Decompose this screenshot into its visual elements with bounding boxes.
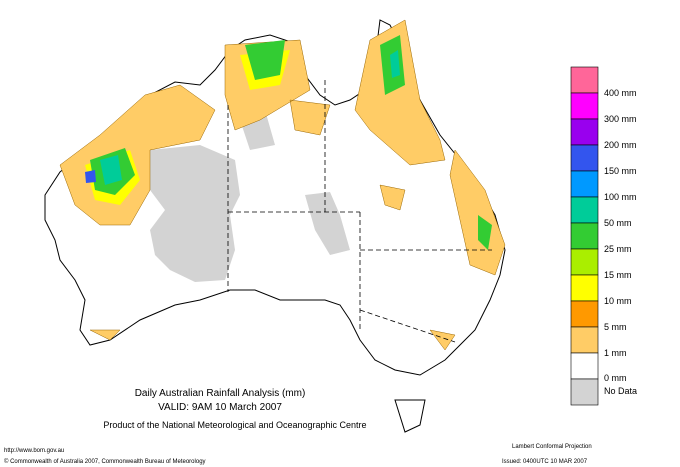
legend-swatch bbox=[570, 196, 599, 224]
rain-1mm bbox=[59, 19, 506, 351]
legend-label: 0 mm bbox=[604, 373, 627, 383]
australia-map bbox=[44, 19, 506, 433]
valid-time: VALID: 9AM 10 March 2007 bbox=[158, 402, 282, 413]
legend-label: 15 mm bbox=[604, 270, 632, 280]
legend-label: 100 mm bbox=[604, 192, 637, 202]
legend-swatch bbox=[570, 326, 599, 354]
legend-swatch bbox=[570, 92, 599, 120]
copyright: © Commonwealth of Australia 2007, Common… bbox=[4, 458, 206, 465]
map-title: Daily Australian Rainfall Analysis (mm) bbox=[135, 388, 306, 399]
legend-swatch bbox=[570, 170, 599, 198]
legend-swatch bbox=[570, 144, 599, 172]
legend-swatch bbox=[570, 222, 599, 250]
legend-swatch bbox=[570, 274, 599, 302]
tasmania bbox=[394, 399, 426, 433]
url: http://www.bom.gov.au bbox=[4, 448, 64, 454]
product-note: Product of the National Meteorological a… bbox=[103, 420, 366, 430]
legend-swatch bbox=[570, 66, 599, 94]
legend-swatch bbox=[570, 300, 599, 328]
rain-25mm bbox=[90, 35, 492, 250]
projection: Lambert Conformal Projection bbox=[512, 444, 592, 450]
legend: 400 mm 300 mm 200 mm 150 mm 100 mm 50 mm 25 mm… bbox=[570, 66, 637, 406]
issued: Issued: 0400UTC 10 MAR 2007 bbox=[502, 459, 588, 465]
legend-swatch bbox=[570, 118, 599, 146]
no-data-area bbox=[150, 110, 350, 282]
rain-150mm bbox=[85, 170, 96, 183]
legend-label: 300 mm bbox=[604, 114, 637, 124]
legend-label: 400 mm bbox=[604, 88, 637, 98]
state-borders bbox=[227, 80, 492, 343]
legend-label: 5 mm bbox=[604, 322, 627, 332]
legend-swatch bbox=[570, 352, 599, 380]
legend-label: 10 mm bbox=[604, 296, 632, 306]
legend-label: 1 mm bbox=[604, 348, 627, 358]
legend-label: 50 mm bbox=[604, 218, 632, 228]
border bbox=[359, 309, 456, 343]
legend-swatch bbox=[570, 378, 599, 406]
legend-label: No Data bbox=[604, 386, 637, 396]
legend-label: 200 mm bbox=[604, 140, 637, 150]
legend-label: 25 mm bbox=[604, 244, 632, 254]
legend-swatch bbox=[570, 248, 599, 276]
legend-label: 150 mm bbox=[604, 166, 637, 176]
